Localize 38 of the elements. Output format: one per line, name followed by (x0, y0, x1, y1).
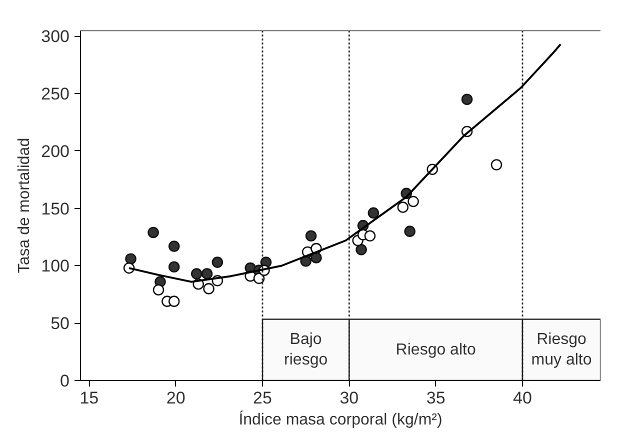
band-label: Riesgo alto (396, 341, 476, 358)
y-tick-label: 50 (50, 314, 70, 334)
point (203, 283, 214, 294)
point (253, 272, 265, 284)
point (408, 196, 419, 208)
y-tick-label: 200 (41, 142, 70, 161)
y-axis-title: Tasa de mortalidad (16, 138, 34, 274)
point (168, 296, 180, 307)
y-tick-label: 300 (41, 27, 70, 46)
point (364, 230, 376, 242)
point (201, 268, 213, 280)
point (168, 261, 180, 273)
x-tick-label: 25 (253, 388, 272, 408)
point (152, 284, 164, 296)
point (397, 202, 409, 213)
x-tick-label: 30 (340, 388, 359, 408)
point (168, 240, 180, 252)
point (305, 230, 317, 242)
x-tick-label: 40 (513, 388, 532, 408)
point (148, 226, 159, 238)
point (212, 256, 224, 268)
y-tick-label: 250 (41, 84, 70, 104)
point (461, 94, 473, 105)
point (356, 244, 367, 256)
band-label: Bajo riesgo (284, 331, 328, 369)
point (125, 253, 136, 264)
point (490, 159, 502, 170)
point (190, 268, 202, 280)
y-tick-label: 100 (41, 256, 70, 276)
x-axis-title: Índice masa corporal (kg/m²) (238, 410, 442, 428)
x-tick-label: 35 (426, 388, 446, 408)
x-tick-label: 15 (80, 388, 99, 408)
x-tick-label: 20 (166, 388, 186, 408)
y-tick-label: 150 (41, 199, 70, 218)
point (368, 207, 380, 219)
y-tick-label: 0 (60, 372, 70, 390)
band-label: Riesgo muy alto (531, 331, 592, 369)
point (404, 226, 416, 237)
